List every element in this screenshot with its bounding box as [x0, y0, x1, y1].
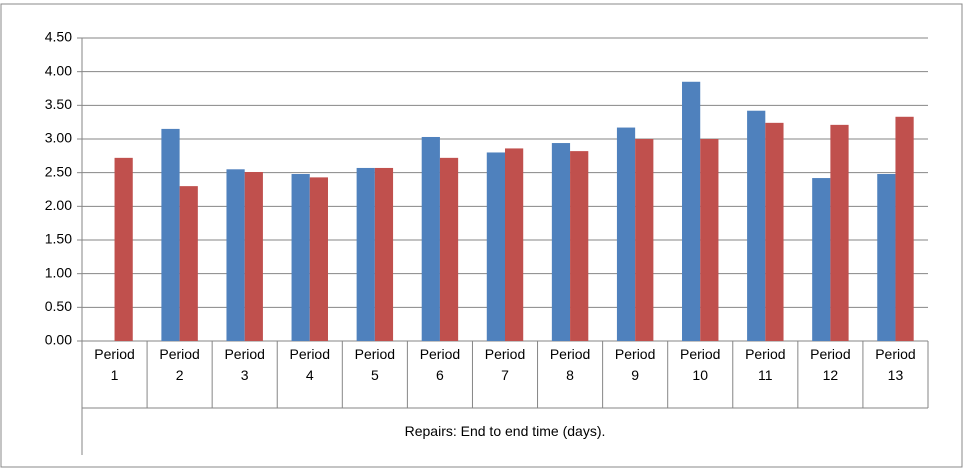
- x-tick-label: Period 7: [484, 346, 526, 383]
- x-tick-label: Period 8: [549, 346, 591, 383]
- y-tick-label: 2.50: [45, 163, 72, 179]
- bar: [505, 148, 524, 341]
- y-tick-label: 0.00: [45, 332, 72, 348]
- bar: [114, 157, 133, 341]
- y-tick-label: 4.50: [45, 29, 72, 45]
- bar: [895, 116, 914, 341]
- y-tick-label: 2.00: [45, 197, 72, 213]
- y-tick-label: 3.50: [45, 96, 72, 112]
- bar: [244, 171, 263, 341]
- bar: [226, 169, 245, 341]
- x-tick-label: Period 11: [745, 346, 786, 383]
- bar: [309, 177, 328, 341]
- x-tick-label: Period 6: [419, 346, 461, 383]
- bar: [179, 186, 198, 341]
- bar: [682, 81, 701, 342]
- bar: [421, 136, 440, 341]
- bar: [161, 128, 180, 341]
- x-tick-label: Period 13: [875, 346, 916, 383]
- x-tick-label: Period 10: [679, 346, 721, 383]
- x-tick-label: Period 9: [614, 346, 656, 383]
- bar: [765, 122, 784, 341]
- bar: [635, 139, 654, 341]
- bar: [291, 174, 310, 341]
- x-tick-label: Period 4: [289, 346, 330, 383]
- x-tick-label: Period 2: [159, 346, 200, 383]
- bar: [439, 157, 459, 341]
- x-tick-label: Period 5: [354, 346, 396, 383]
- x-axis-label: Repairs: End to end time (days).: [405, 423, 606, 439]
- y-tick-label: 4.00: [45, 62, 72, 78]
- bar: [551, 143, 571, 341]
- x-tick-label: Period 1: [94, 346, 135, 383]
- bar: [830, 124, 849, 341]
- y-tick-label: 1.00: [45, 264, 72, 280]
- bar: [877, 174, 896, 341]
- x-tick-label: Period 12: [810, 346, 851, 383]
- x-tick-label: Period 3: [224, 346, 265, 383]
- y-tick-label: 0.50: [45, 298, 72, 314]
- bar: [700, 139, 719, 341]
- y-tick-label: 3.00: [45, 130, 72, 146]
- bar: [747, 110, 766, 341]
- bar: [374, 167, 394, 341]
- bar: [812, 178, 831, 341]
- y-tick-label: 1.50: [45, 231, 72, 247]
- bar: [486, 152, 505, 341]
- bar: [616, 127, 636, 341]
- bar: [356, 167, 375, 341]
- bar: [570, 151, 589, 341]
- chart-border: [0, 3, 963, 468]
